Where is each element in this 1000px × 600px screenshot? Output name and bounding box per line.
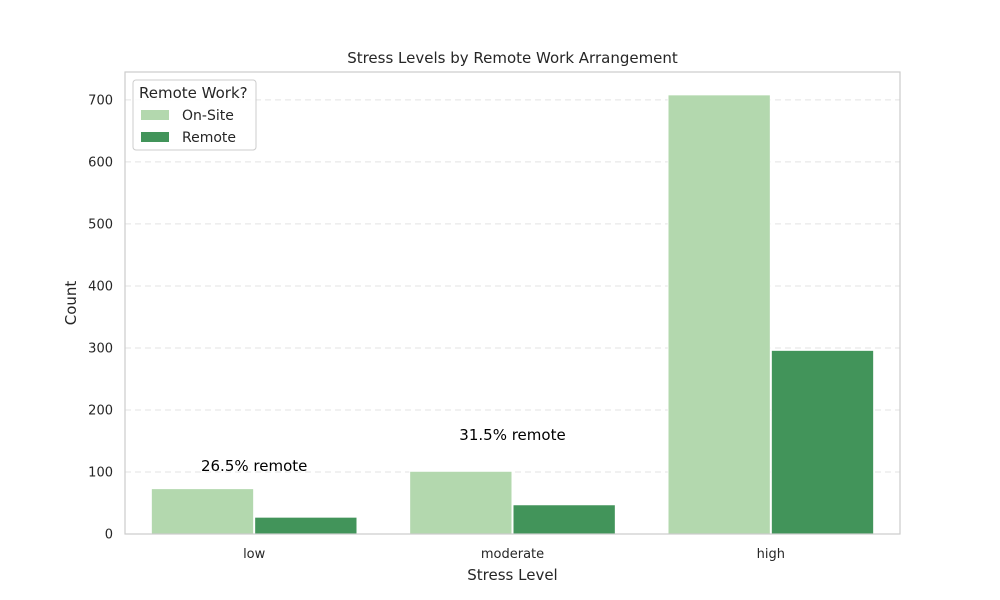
x-axis-label: Stress Level — [467, 566, 557, 584]
bar-remote-low — [254, 516, 358, 535]
x-tick-label: moderate — [481, 547, 544, 562]
legend-label: On-Site — [182, 108, 234, 124]
chart-title: Stress Levels by Remote Work Arrangement — [347, 49, 678, 67]
annotations: 26.5% remote 31.5% remote — [201, 426, 566, 475]
bar-on-site-moderate — [409, 470, 513, 535]
y-tick-label: 0 — [105, 528, 113, 543]
bar-on-site-high — [667, 94, 771, 535]
x-ticks: low moderate high — [243, 547, 785, 562]
x-tick-label: high — [757, 547, 785, 562]
bars — [151, 94, 874, 535]
y-tick-label: 700 — [88, 93, 113, 108]
bar-remote-high — [771, 350, 874, 535]
bar-remote-moderate — [512, 504, 616, 535]
bar-on-site-low — [151, 488, 254, 535]
plot-frame — [124, 71, 901, 535]
annotation-label: 26.5% remote — [201, 457, 307, 475]
legend-swatch — [141, 110, 169, 120]
legend: Remote Work? On-Site Remote — [132, 79, 257, 151]
y-tick-label: 600 — [88, 155, 113, 170]
grid-lines — [125, 99, 900, 473]
y-axis-label: Count — [62, 281, 80, 326]
y-ticks: 0 100 200 300 400 500 600 700 — [88, 93, 113, 542]
annotation-label: 31.5% remote — [459, 426, 565, 444]
y-tick-label: 400 — [88, 279, 113, 294]
legend-swatch — [141, 132, 169, 142]
y-tick-label: 100 — [88, 465, 113, 480]
x-tick-label: low — [243, 547, 266, 562]
y-tick-label: 200 — [88, 403, 113, 418]
legend-label: Remote — [182, 130, 236, 146]
y-tick-label: 300 — [88, 341, 113, 356]
legend-title: Remote Work? — [139, 84, 248, 102]
y-tick-label: 500 — [88, 217, 113, 232]
